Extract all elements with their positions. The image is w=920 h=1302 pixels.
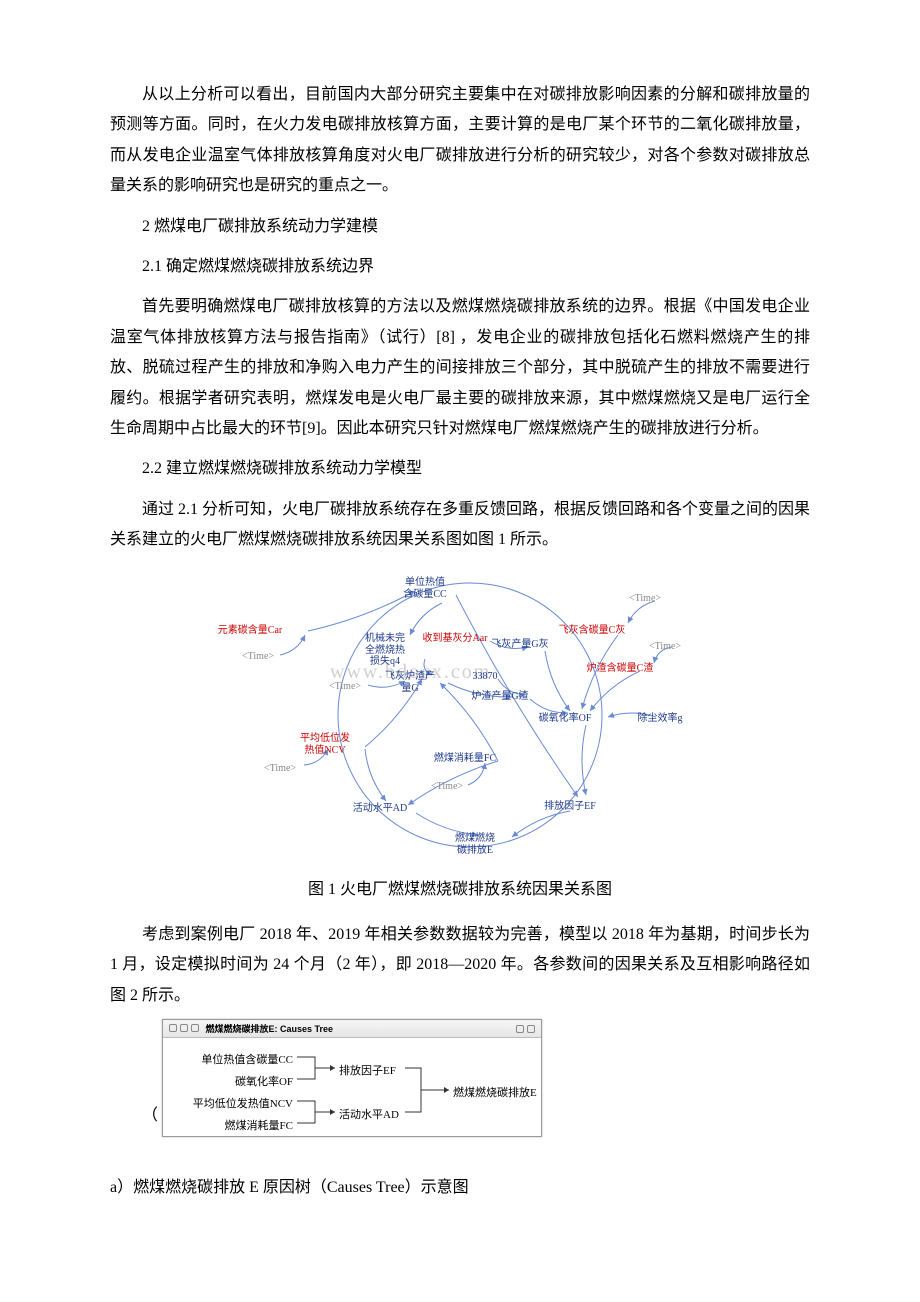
node-flz: 飞灰炉渣产量G	[385, 671, 435, 694]
ct-mid-0: 排放因子EF	[339, 1061, 396, 1082]
node-czha: 炉渣含碳量C渣	[587, 663, 654, 675]
node-ghui: 飞灰产量G灰	[491, 639, 548, 651]
node-gzha: 炉渣产量G渣	[471, 691, 528, 703]
node-ncv: 平均低位发热值NCV	[300, 733, 350, 756]
node-of: 碳氧化率OF	[539, 713, 592, 725]
node-t4: <Time>	[329, 681, 361, 693]
minimize-icon	[516, 1025, 524, 1033]
ct-leaf-0: 单位热值含碳量CC	[201, 1050, 293, 1071]
window-icon	[169, 1024, 177, 1032]
paragraph-model: 通过 2.1 分析可知，火电厂碳排放系统存在多重反馈回路，根据反馈回路和各个变量…	[110, 495, 810, 556]
node-n338: 33870	[473, 671, 498, 683]
node-car: 元素碳含量Car	[218, 625, 282, 637]
node-g: 除尘效率g	[638, 713, 683, 725]
causes-tree-titlebar: 燃煤燃烧碳排放E: Causes Tree	[163, 1020, 541, 1038]
node-fc: 燃煤消耗量FC	[434, 753, 496, 765]
causes-tree-window: 燃煤燃烧碳排放E: Causes Tree 单位热值含碳量CC碳氧化率OF平均低…	[162, 1019, 542, 1137]
ct-leaf-2: 平均低位发热值NCV	[193, 1094, 293, 1115]
ct-leaf-3: 燃煤消耗量FC	[225, 1116, 293, 1137]
node-ef: 排放因子EF	[544, 801, 596, 813]
node-e: 燃煤燃烧碳排放E	[455, 833, 495, 856]
heading-2-1: 2.1 确定燃煤燃烧碳排放系统边界	[110, 252, 810, 282]
ct-root: 燃煤燃烧碳排放E	[453, 1083, 537, 1104]
paragraph-simulation: 考虑到案例电厂 2018 年、2019 年相关参数数据较为完善，模型以 2018…	[110, 920, 810, 1011]
window-icon	[180, 1024, 188, 1032]
node-q4: 机械未完全燃烧热损失q4	[365, 633, 405, 668]
node-ad: 活动水平AD	[353, 803, 407, 815]
node-time3: <Time>	[649, 641, 681, 653]
open-paren: （	[142, 1101, 158, 1137]
ct-leaf-1: 碳氧化率OF	[235, 1072, 293, 1093]
paragraph-boundary: 首先要明确燃煤电厂碳排放核算的方法以及燃煤燃烧碳排放系统的边界。根据《中国发电企…	[110, 292, 810, 444]
node-t1: <Time>	[242, 651, 274, 663]
heading-2-2: 2.2 建立燃煤燃烧碳排放系统动力学模型	[110, 454, 810, 484]
node-cc: 单位热值含碳量CC	[403, 577, 446, 600]
node-t5: <Time>	[264, 763, 296, 775]
node-aar: 收到基灰分Aar	[423, 633, 488, 645]
figure-2-row: （ 燃煤燃烧碳排放E: Causes Tree 单位热值含碳量CC碳氧化率OF平…	[110, 1019, 810, 1137]
ct-mid-1: 活动水平AD	[339, 1105, 399, 1126]
figure-1-causal-diagram: www.bdocx.com单位热值含碳量CC元素碳含量Car<Time>机械未完…	[210, 563, 710, 863]
close-icon	[527, 1025, 535, 1033]
window-icon	[191, 1024, 199, 1032]
node-time2: <Time>	[629, 593, 661, 605]
causes-tree-title: 燃煤燃烧碳排放E: Causes Tree	[206, 1024, 334, 1034]
node-chui: 飞灰含碳量C灰	[559, 625, 626, 637]
heading-2: 2 燃煤电厂碳排放系统动力学建模	[110, 212, 810, 242]
figure-2a-caption: a）燃煤燃烧碳排放 E 原因树（Causes Tree）示意图	[110, 1173, 810, 1203]
node-t6: <Time>	[431, 781, 463, 793]
causes-tree-body: 单位热值含碳量CC碳氧化率OF平均低位发热值NCV燃煤消耗量FC排放因子EF活动…	[169, 1042, 535, 1130]
figure-1-caption: 图 1 火电厂燃煤燃烧碳排放系统因果关系图	[110, 875, 810, 905]
paragraph-intro: 从以上分析可以看出，目前国内大部分研究主要集中在对碳排放影响因素的分解和碳排放量…	[110, 80, 810, 202]
